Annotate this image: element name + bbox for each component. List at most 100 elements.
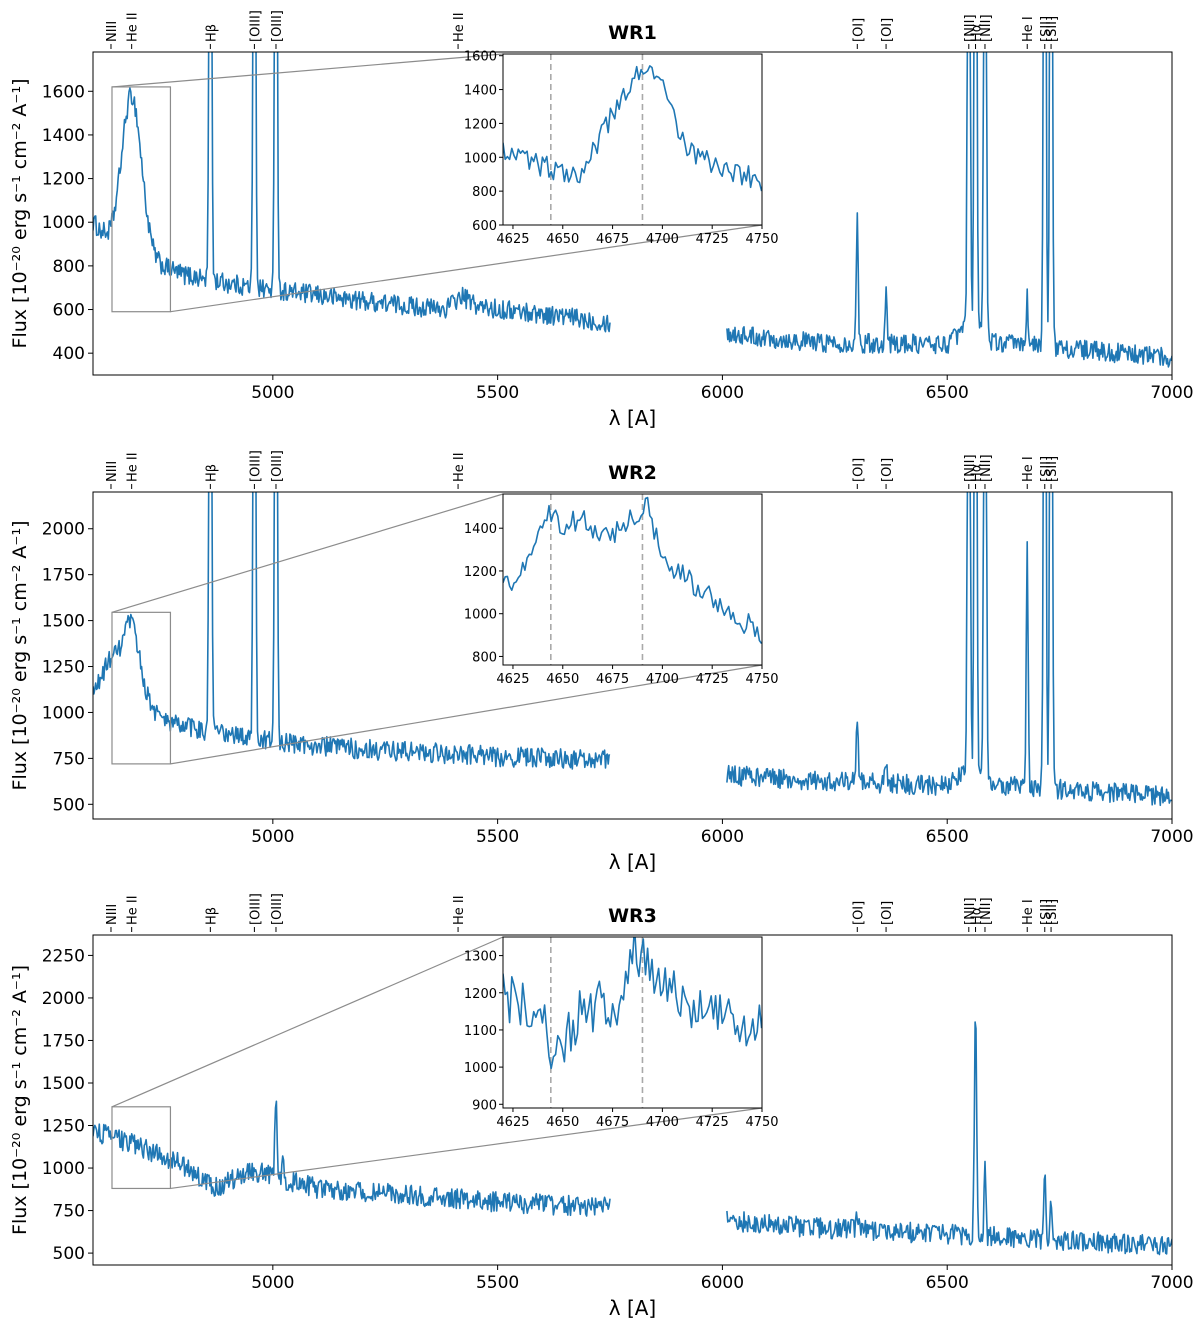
line-label: NIII [105, 904, 120, 925]
inset-background [503, 494, 762, 665]
zoom-connector [170, 224, 763, 313]
inset-y-tick-label: 1100 [464, 1024, 497, 1039]
inset-x-tick-label: 4625 [496, 1115, 529, 1130]
inset-y-tick-label: 1200 [464, 987, 497, 1002]
inset-y-tick-label: 1000 [464, 608, 497, 623]
spectrum-segment-1 [93, 1100, 611, 1217]
inset-x-tick-label: 4675 [596, 672, 629, 687]
panel-title: WR3 [608, 905, 657, 927]
line-label: Hβ [204, 464, 219, 482]
inset-x-tick-label: 4700 [646, 1115, 679, 1130]
inset-y-tick-label: 900 [472, 1098, 497, 1113]
y-tick-label: 2000 [42, 520, 85, 540]
inset-x-tick-label: 4625 [496, 232, 529, 247]
line-label: Hα [970, 24, 985, 42]
y-tick-label: 1500 [42, 612, 85, 632]
line-label: [NII] [963, 14, 978, 42]
line-label: [NII] [979, 897, 994, 925]
inset-x-tick-label: 4700 [646, 672, 679, 687]
x-tick-label: 5000 [251, 827, 294, 847]
y-tick-label: 1750 [42, 1031, 85, 1051]
y-tick-label: 1500 [42, 1074, 85, 1094]
zoom-connector [111, 493, 504, 613]
x-tick-label: 6000 [701, 1273, 744, 1293]
line-label: He I [1021, 899, 1036, 925]
panel-wr1: 5000 5500 6000 6500 7000 400 600 800 1000 1200 140… [9, 10, 1194, 430]
inset-y-tick-label: 1300 [464, 950, 497, 965]
y-tick-label: 1600 [42, 82, 85, 102]
spectrum-segment-1 [93, 492, 611, 770]
y-tick-label: 600 [53, 301, 85, 321]
plot-frame [92, 51, 1173, 376]
inset-y-tick-label: 800 [472, 650, 497, 665]
inset-x-tick-label: 4725 [696, 1115, 729, 1130]
x-axis-label: λ [A] [609, 406, 656, 430]
line-label: Hα [970, 907, 985, 925]
line-label: [SII] [1045, 899, 1060, 925]
y-tick-label: 500 [53, 1244, 85, 1264]
x-tick-label: 6000 [701, 383, 744, 403]
y-tick-label: 1400 [42, 126, 85, 146]
y-tick-label: 750 [53, 749, 85, 769]
inset-y-tick-label: 1000 [464, 1061, 497, 1076]
y-tick-label: 2000 [42, 989, 85, 1009]
x-tick-label: 5000 [251, 1273, 294, 1293]
line-label: He I [1021, 16, 1036, 42]
inset-spectrum [503, 937, 762, 1070]
inset-y-tick-label: 1400 [464, 522, 497, 537]
x-tick-label: 6500 [926, 827, 969, 847]
inset-x-tick-label: 4750 [745, 672, 778, 687]
zoom-box [111, 611, 172, 765]
line-label: [SII] [1039, 456, 1054, 482]
line-label: [NII] [963, 897, 978, 925]
y-tick-label: 750 [53, 1202, 85, 1222]
line-label: [NII] [979, 14, 994, 42]
inset-frame [502, 493, 763, 666]
plot-frame [92, 934, 1173, 1266]
inset-x-tick-label: 4650 [546, 672, 579, 687]
zoom-connector [111, 53, 504, 88]
inset-background [503, 54, 762, 225]
x-tick-label: 6500 [926, 383, 969, 403]
y-tick-label: 1200 [42, 170, 85, 190]
line-label: [OIII] [248, 893, 263, 925]
line-label: [OI] [880, 18, 895, 42]
line-label: [OIII] [270, 450, 285, 482]
line-label: Hβ [204, 907, 219, 925]
line-label: He I [1021, 456, 1036, 482]
inset-x-tick-label: 4675 [596, 1115, 629, 1130]
y-tick-label: 1250 [42, 1117, 85, 1137]
inset-x-tick-label: 4650 [546, 1115, 579, 1130]
inset-wr2: 4625 4650 4675 4700 4725 4750 800 1000 1200 1400 [464, 493, 779, 687]
line-label: Hβ [204, 24, 219, 42]
inset-x-tick-label: 4650 [546, 232, 579, 247]
line-label: [OIII] [270, 10, 285, 42]
inset-y-tick-label: 1200 [464, 117, 497, 132]
y-axis-label: Flux [10⁻²⁰ erg s⁻¹ cm⁻² A⁻¹] [9, 521, 31, 791]
x-axis-label: λ [A] [609, 850, 656, 874]
x-tick-label: 5500 [476, 383, 519, 403]
inset-y-tick-label: 1600 [464, 50, 497, 65]
x-tick-label: 7000 [1150, 383, 1193, 403]
panel-title: WR1 [608, 22, 657, 44]
x-tick-label: 7000 [1150, 1273, 1193, 1293]
y-tick-label: 1000 [42, 703, 85, 723]
line-label: [OIII] [270, 893, 285, 925]
x-axis-label: λ [A] [609, 1296, 656, 1320]
inset-frame [502, 53, 763, 226]
inset-x-tick-label: 4725 [696, 232, 729, 247]
y-tick-label: 1750 [42, 566, 85, 586]
line-label: NIII [105, 21, 120, 42]
inset-frame [502, 936, 763, 1109]
line-label: [OI] [880, 901, 895, 925]
y-tick-label: 500 [53, 795, 85, 815]
inset-spectrum [503, 496, 762, 644]
line-label: He II [452, 895, 467, 925]
inset-y-tick-label: 1000 [464, 151, 497, 166]
line-label: [SII] [1039, 16, 1054, 42]
inset-x-tick-label: 4750 [745, 1115, 778, 1130]
x-tick-label: 7000 [1150, 827, 1193, 847]
line-label: [SII] [1045, 16, 1060, 42]
inset-y-tick-label: 800 [472, 185, 497, 200]
line-label: He II [126, 895, 141, 925]
